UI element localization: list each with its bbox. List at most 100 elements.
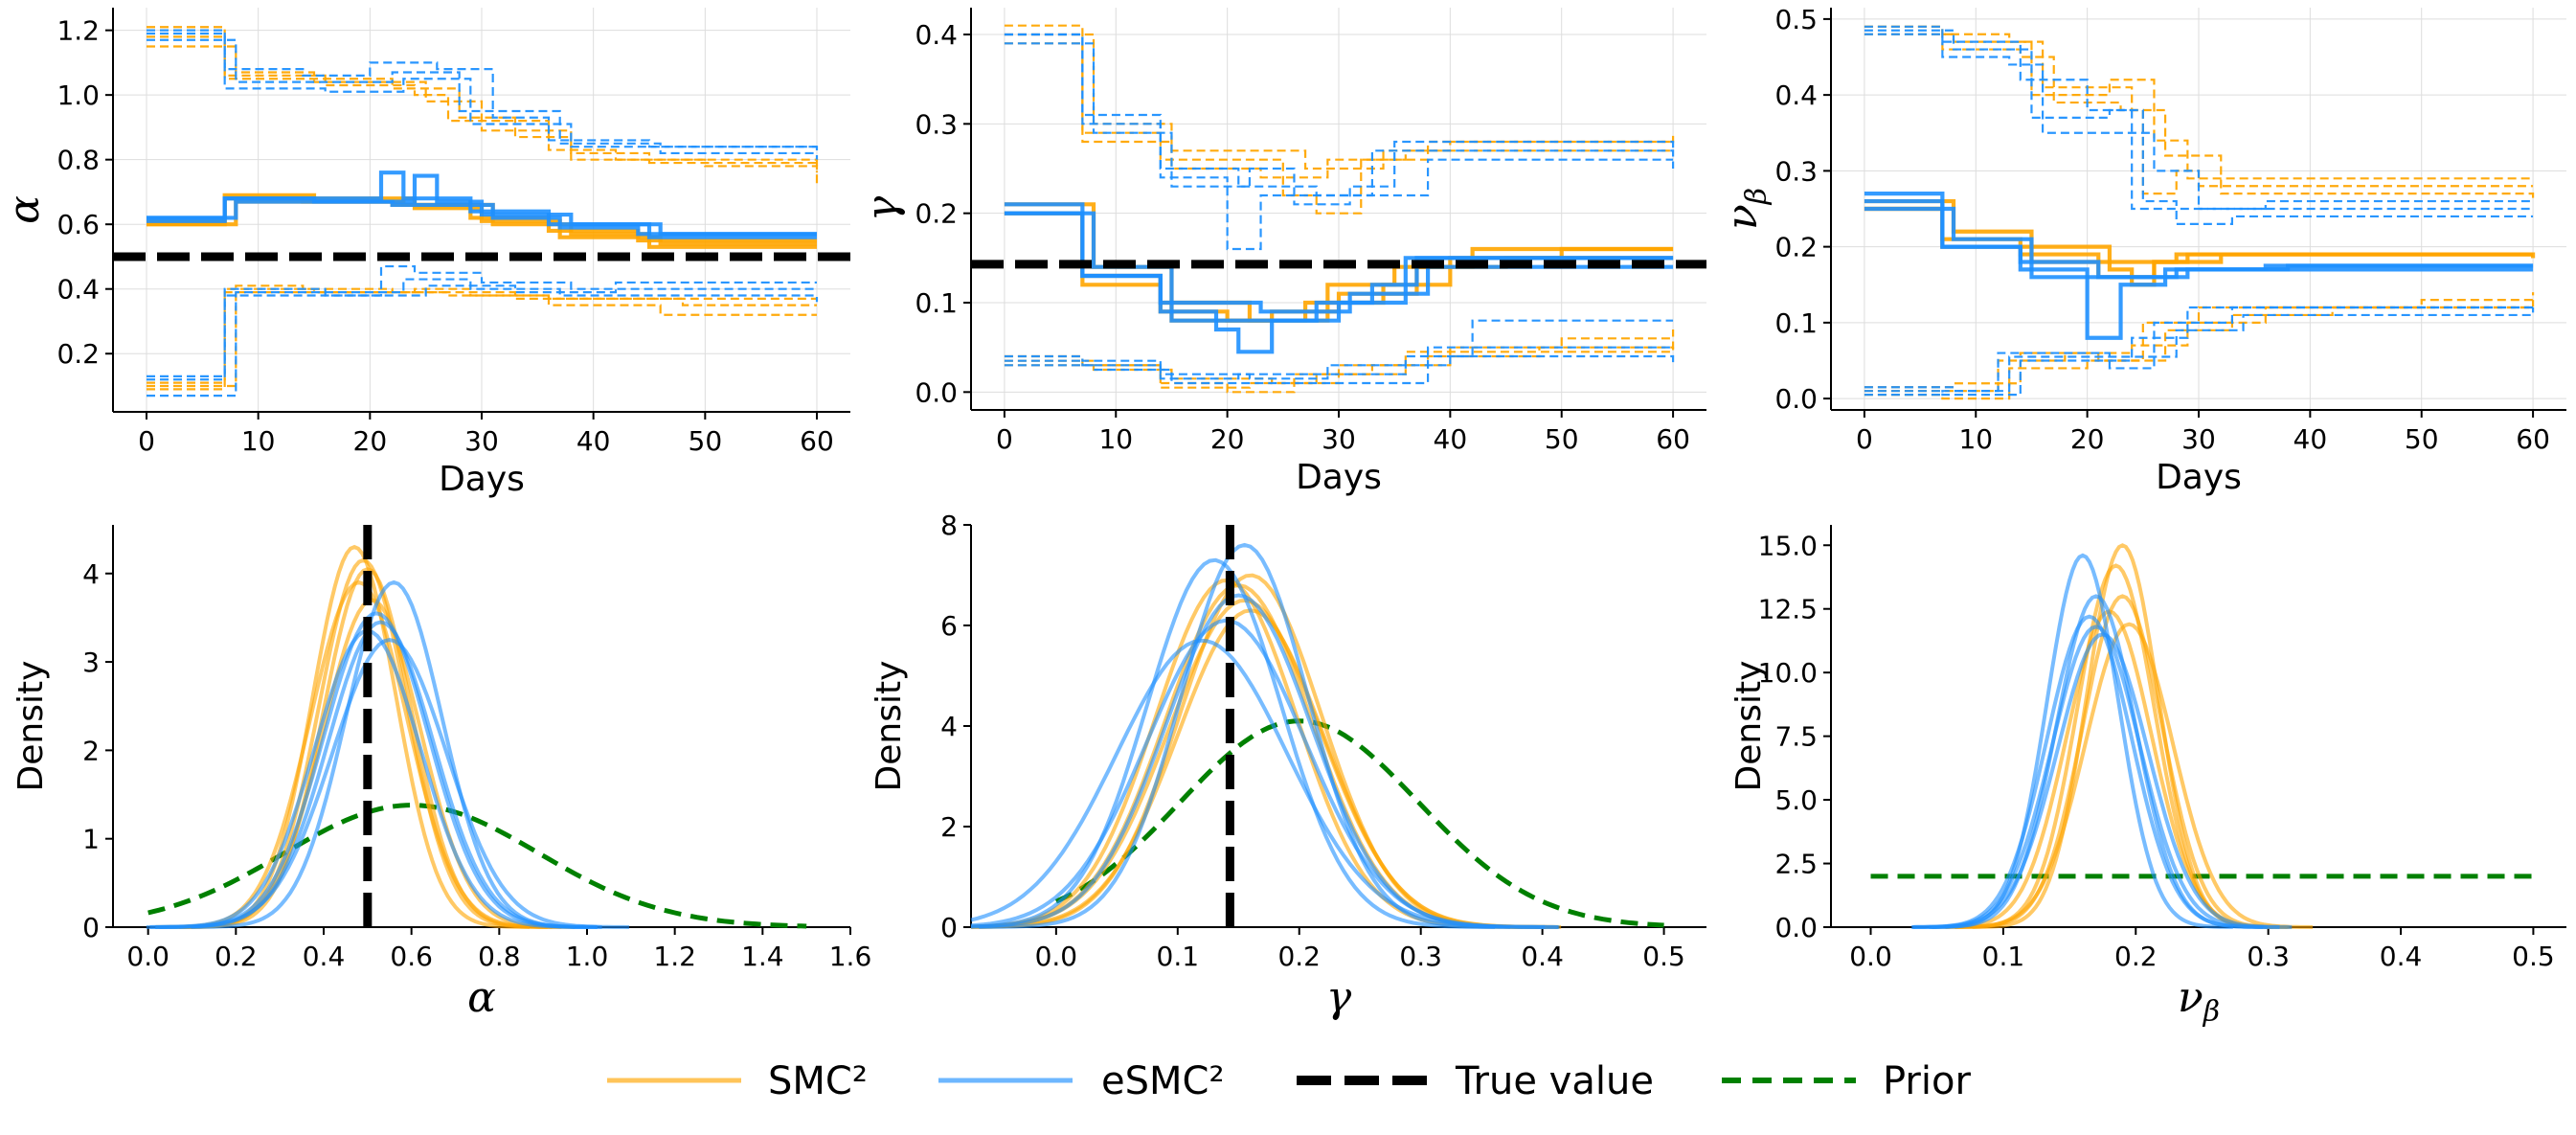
legend-label-smc2: SMC² [768,1059,868,1103]
x-tick-label: 50 [689,425,723,457]
legend-label-esmc2: eSMC² [1101,1059,1224,1103]
x-tick-label: 20 [2070,423,2105,455]
x-tick-label: 0.0 [1849,941,1892,972]
x-axis-label: Days [1296,458,1382,497]
x-tick-label: 0.8 [478,941,521,972]
series-smc2-trace [147,26,819,186]
y-tick-label: 0.1 [915,287,958,319]
y-tick-label: 4 [940,711,958,742]
legend-label-prior: Prior [1883,1059,1971,1103]
series-smc2-trace [147,284,817,388]
y-tick-label: 0.5 [1774,4,1818,35]
series-esmc2-trace [1864,307,2535,397]
y-axis-label: Density [870,661,909,792]
series-esmc2-trace [147,38,817,155]
kde-esmc2-curve [154,611,599,929]
series-esmc2-trace [147,32,819,160]
x-tick-label: 0.5 [1642,941,1685,972]
x-tick-label: 60 [2516,423,2550,455]
kde-esmc2-curve [970,593,1546,929]
series-esmc2-trace [1004,354,1675,380]
x-tick-label: 60 [1656,423,1690,455]
x-tick-label: 0.0 [126,941,169,972]
series-esmc2-trace [147,173,817,239]
series-esmc2-trace [1004,42,1675,206]
x-tick-label: 0.3 [1399,941,1442,972]
series-esmc2-trace [147,29,817,148]
series-smc2-trace [147,193,817,246]
series-smc2-trace [147,35,819,173]
y-tick-label: 0.4 [915,19,958,51]
kde-esmc2-curve [149,637,630,929]
x-tick-label: 0.4 [1521,941,1564,972]
y-tick-label: 10.0 [1758,657,1818,689]
y-tick-label: 2 [940,811,958,843]
y-tick-label: 2 [82,735,100,766]
x-tick-label: 10 [241,425,276,457]
x-tick-label: 0 [138,425,155,457]
y-tick-label: 0.4 [1774,79,1818,111]
y-axis-label: γ [858,195,907,221]
x-tick-label: 30 [2181,423,2216,455]
x-tick-label: 0.6 [390,941,433,972]
kde-esmc2-curve [1911,624,2280,929]
series-smc2-trace [1004,42,1674,179]
x-tick-label: 0.4 [2380,941,2423,972]
kde-smc2-curve [1955,563,2278,929]
y-axis-label: νβ [1718,188,1774,230]
x-tick-label: 50 [2405,423,2439,455]
panel-density-gamma: 0.0 0.1 0.2 0.3 0.4 0.5 0 2 4 6 8 γ Density [870,510,1706,1022]
x-tick-label: 1.0 [566,941,609,972]
x-tick-label: 1.4 [741,941,784,972]
y-tick-label: 5.0 [1774,784,1818,816]
x-tick-label: 10 [1098,423,1133,455]
x-tick-label: 30 [1322,423,1356,455]
x-tick-label: 0.5 [2512,941,2555,972]
x-tick-label: 0.2 [2114,941,2158,972]
kde-esmc2-curve [1913,632,2293,929]
kde-esmc2-curve [979,542,1510,929]
y-tick-label: 0.2 [56,338,100,370]
series-smc2-trace [1864,300,2535,389]
series-esmc2-trace [1864,29,2534,211]
x-tick-label: 30 [464,425,499,457]
prior-curve [147,803,807,929]
series-esmc2-trace [147,281,817,381]
series-esmc2-trace [1864,192,2534,280]
panel-trace-nu: 0 10 20 30 40 50 60 0.0 0.1 0.2 0.3 0.4 0.5 Days νβ [1718,4,2566,497]
x-tick-label: 0.4 [303,941,346,972]
x-tick-label: 40 [576,425,611,457]
series-smc2-trace [147,45,819,167]
series-smc2-trace [147,287,817,384]
x-tick-label: 0.1 [1982,941,2025,972]
kde-smc2-curve [169,598,576,929]
x-tick-label: 0.3 [2247,941,2290,972]
x-axis-label: νβ [2178,973,2220,1029]
legend: SMC² eSMC² True value Prior [607,1059,1971,1103]
series-esmc2-trace [1004,211,1674,323]
y-tick-label: 0.8 [56,145,100,176]
y-tick-label: 12.5 [1758,594,1818,625]
x-tick-label: 60 [800,425,834,457]
x-tick-label: 50 [1545,423,1579,455]
series-esmc2-trace [1864,25,2534,225]
x-axis-label: Days [2156,458,2242,497]
y-tick-label: 2.5 [1774,849,1818,880]
series-esmc2-trace [147,278,819,397]
series-esmc2-trace [1864,33,2534,211]
x-tick-label: 0.2 [215,941,258,972]
y-tick-label: 8 [940,510,958,541]
x-tick-label: 20 [353,425,388,457]
legend-label-true: True value [1455,1059,1654,1103]
y-tick-label: 0.2 [1774,232,1818,263]
panel-density-nu: 0.0 0.1 0.2 0.3 0.4 0.5 0.0 2.5 5.0 7.5 10.0 12.5 15… [1729,525,2566,1029]
series-esmc2-trace [1004,33,1675,251]
y-tick-label: 0.0 [915,376,958,408]
y-tick-label: 1 [82,824,100,855]
y-axis-label: Density [1729,661,1769,792]
x-tick-label: 1.6 [829,941,872,972]
y-tick-label: 6 [940,610,958,642]
x-axis-label: Days [439,460,525,499]
y-tick-label: 0.3 [1774,155,1818,187]
